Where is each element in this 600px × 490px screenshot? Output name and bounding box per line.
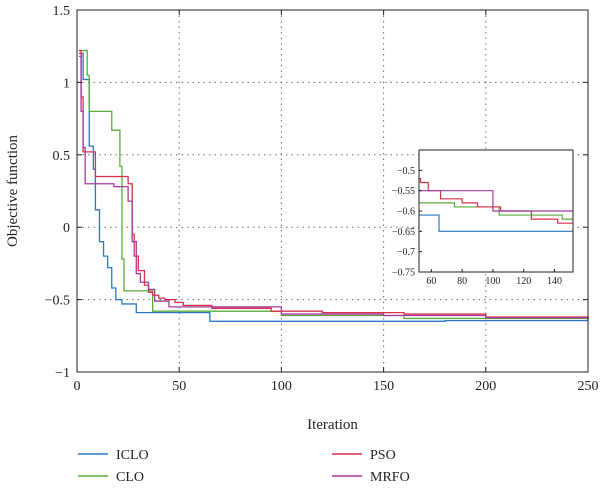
- main-ticks: 0 50 100 150 200 250 −1 −0.5 0 0.5 1 1.5: [45, 4, 599, 394]
- inset-x-tick-label: 100: [485, 276, 500, 287]
- y-tick-label: −0.5: [45, 294, 70, 309]
- y-tick-label: 0.5: [53, 149, 71, 164]
- legend-label-iclo: ICLO: [116, 448, 149, 463]
- zoom-inset: 60 80 100 120 140 −0.75 −0.7 −0.65 −0.6 −0.55 −0.5: [392, 149, 574, 287]
- series-line-clo: [79, 49, 589, 320]
- inset-y-tick-label: −0.75: [392, 268, 415, 279]
- x-tick-label: 250: [578, 379, 599, 394]
- legend-label-clo: CLO: [116, 470, 144, 485]
- y-tick-label: −1: [55, 366, 70, 381]
- x-tick-label: 150: [373, 379, 394, 394]
- x-axis-label: Iteration: [307, 417, 358, 433]
- inset-x-tick-label: 140: [547, 276, 562, 287]
- x-tick-label: 100: [271, 379, 292, 394]
- inset-series: [419, 177, 573, 232]
- y-axis-label: Objective function: [5, 134, 21, 247]
- inset-series-line-pso: [419, 177, 573, 224]
- inset-y-tick-label: −0.6: [397, 207, 415, 218]
- inset-series-line-iclo: [419, 214, 573, 232]
- y-tick-label: 1.5: [53, 4, 71, 19]
- legend: ICLO CLO PSO MRFO: [78, 448, 410, 485]
- inset-y-tick-label: −0.5: [397, 166, 415, 177]
- inset-y-tick-label: −0.65: [392, 227, 415, 238]
- legend-label-mrfo: MRFO: [370, 470, 410, 485]
- inset-x-tick-label: 120: [516, 276, 531, 287]
- x-tick-label: 0: [74, 379, 81, 394]
- y-tick-label: 0: [63, 221, 70, 236]
- series-line-iclo: [79, 52, 588, 322]
- series-line-mrfo: [79, 55, 589, 319]
- inset-y-tick-label: −0.55: [392, 186, 415, 197]
- legend-label-pso: PSO: [370, 448, 396, 463]
- main-plot-frame: [76, 9, 589, 373]
- y-tick-label: 1: [63, 76, 70, 91]
- inset-series-line-mrfo: [419, 190, 573, 212]
- x-tick-label: 200: [475, 379, 496, 394]
- main-series: [79, 49, 589, 322]
- x-tick-label: 50: [172, 379, 186, 394]
- inset-x-tick-label: 60: [426, 276, 436, 287]
- series-line-pso: [79, 49, 589, 320]
- inset-x-tick-label: 80: [457, 276, 467, 287]
- inset-y-tick-label: −0.7: [397, 247, 415, 258]
